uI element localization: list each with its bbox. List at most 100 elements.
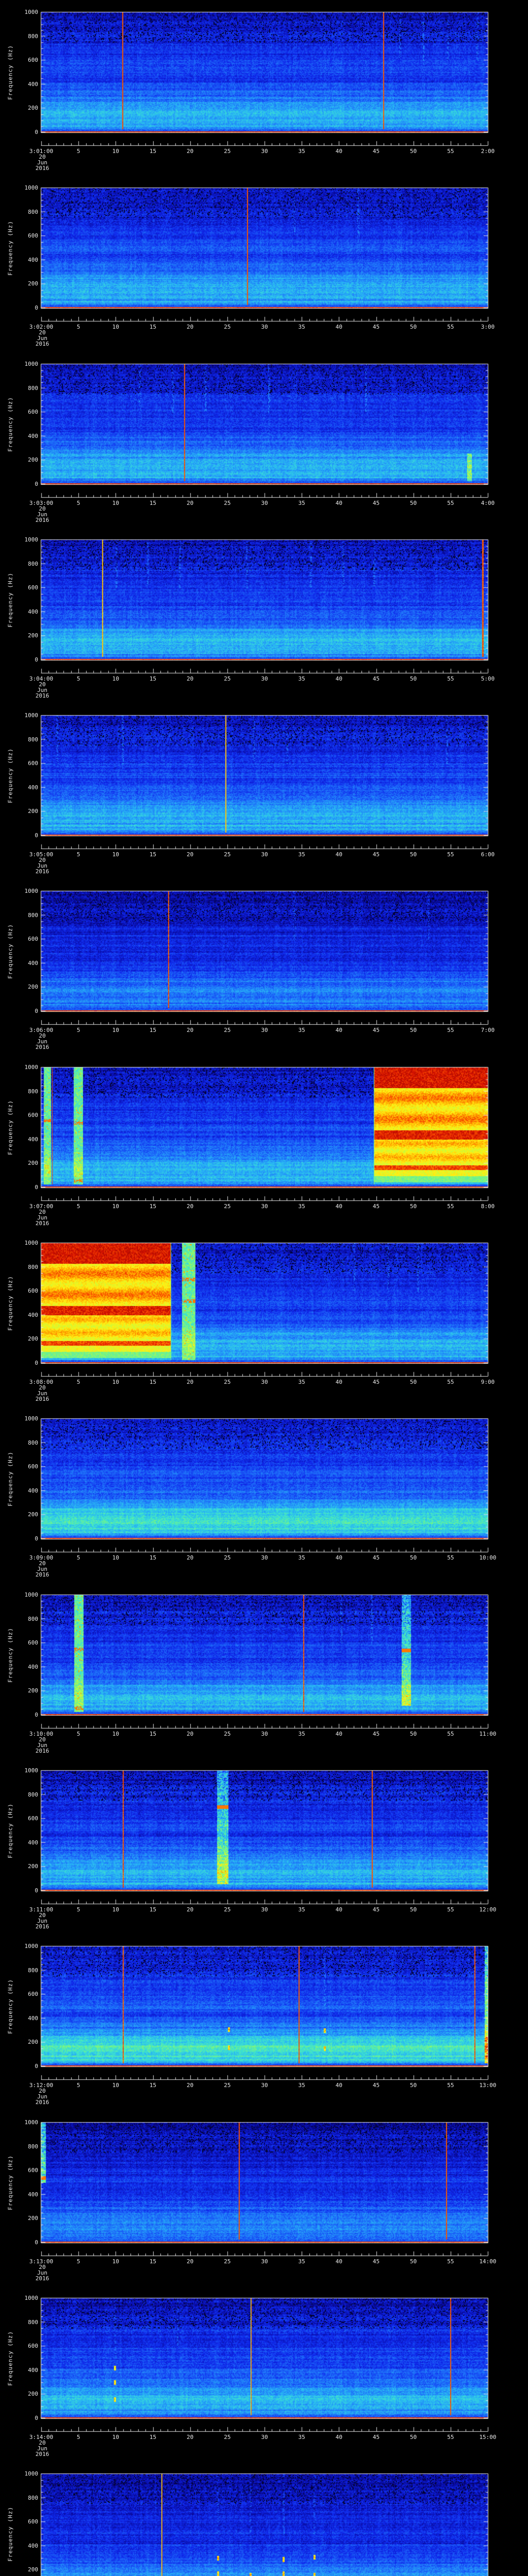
x-tick-label: 40 bbox=[335, 1906, 342, 1913]
y-axis-title: Frequency (Hz) bbox=[7, 923, 14, 979]
x-tick-label: 40 bbox=[335, 1203, 342, 1210]
x-axis-start-time-label: 3:06:00 bbox=[29, 1027, 54, 1033]
x-tick-label: 45 bbox=[372, 675, 380, 682]
y-tick-label: 800 bbox=[28, 2494, 38, 2501]
x-tick-label: 10 bbox=[112, 1731, 119, 1737]
y-tick-label: 600 bbox=[28, 2343, 38, 2350]
x-axis-start-time-label: 3:11:00 bbox=[29, 1906, 54, 1913]
x-tick-label: 30 bbox=[261, 851, 268, 858]
x-tick-label: 10 bbox=[112, 675, 119, 682]
x-tick-label: 15 bbox=[149, 675, 157, 682]
x-tick-label: 50 bbox=[410, 2258, 417, 2265]
x-tick-label: 50 bbox=[410, 1027, 417, 1033]
x-tick-label: 15 bbox=[149, 2434, 157, 2441]
x-tick-label: 10 bbox=[112, 1379, 119, 1385]
y-tick-label: 400 bbox=[28, 2014, 38, 2022]
x-tick-label: 15 bbox=[149, 1731, 157, 1737]
y-tick-label: 1000 bbox=[24, 2470, 39, 2477]
y-tick-label: 0 bbox=[35, 129, 38, 135]
x-tick-label: 55 bbox=[447, 324, 454, 330]
x-tick-label: 45 bbox=[372, 148, 380, 155]
y-tick-label: 1000 bbox=[24, 1064, 39, 1071]
x-axis-date-line: 20 bbox=[39, 505, 46, 512]
x-tick-label: 40 bbox=[335, 1554, 342, 1561]
x-tick-label: 15 bbox=[149, 500, 157, 506]
y-tick-label: 800 bbox=[28, 1439, 38, 1446]
x-tick-label: 15 bbox=[149, 1203, 157, 1210]
y-tick-label: 600 bbox=[28, 1639, 38, 1647]
y-tick-label: 200 bbox=[28, 808, 38, 815]
y-tick-label: 600 bbox=[28, 1815, 38, 1822]
x-axis-end-time-label: 13:00 bbox=[479, 2082, 497, 2089]
x-tick-label: 30 bbox=[261, 1731, 268, 1737]
x-axis-date-line: Jun bbox=[37, 511, 47, 518]
x-tick-label: 10 bbox=[112, 148, 119, 155]
y-tick-label: 1000 bbox=[24, 1943, 39, 1950]
x-tick-label: 25 bbox=[224, 324, 231, 330]
x-axis-end-time-label: 4:00 bbox=[481, 500, 495, 506]
y-tick-label: 400 bbox=[28, 959, 38, 967]
spectrogram-canvas bbox=[0, 1055, 528, 1231]
x-tick-label: 25 bbox=[224, 2082, 231, 2089]
x-tick-label: 55 bbox=[447, 1554, 454, 1561]
x-tick-label: 10 bbox=[112, 1027, 119, 1033]
x-tick-label: 20 bbox=[187, 324, 194, 330]
x-tick-label: 30 bbox=[261, 1027, 268, 1033]
x-tick-label: 5 bbox=[76, 1731, 80, 1737]
y-tick-label: 0 bbox=[35, 2415, 38, 2421]
y-tick-label: 400 bbox=[28, 608, 38, 615]
spectrogram-canvas bbox=[0, 1934, 528, 2110]
y-axis-title: Frequency (Hz) bbox=[7, 748, 14, 803]
x-tick-label: 15 bbox=[149, 2082, 157, 2089]
y-tick-label: 600 bbox=[28, 1463, 38, 1470]
y-tick-label: 400 bbox=[28, 2366, 38, 2374]
y-tick-label: 200 bbox=[28, 984, 38, 991]
x-tick-label: 55 bbox=[447, 1203, 454, 1210]
x-tick-label: 50 bbox=[410, 1554, 417, 1561]
x-axis-date-line: Jun bbox=[37, 335, 47, 342]
x-axis-date-line: Jun bbox=[37, 2269, 47, 2276]
x-tick-label: 50 bbox=[410, 324, 417, 330]
x-tick-label: 40 bbox=[335, 2434, 342, 2441]
y-tick-label: 0 bbox=[35, 1887, 38, 1894]
x-tick-label: 35 bbox=[298, 1554, 305, 1561]
x-tick-label: 35 bbox=[298, 1379, 305, 1385]
x-tick-label: 25 bbox=[224, 2258, 231, 2265]
x-axis-date-line: Jun bbox=[37, 1038, 47, 1045]
y-tick-label: 600 bbox=[28, 584, 38, 591]
x-tick-label: 35 bbox=[298, 2434, 305, 2441]
x-tick-label: 50 bbox=[410, 675, 417, 682]
y-axis-title: Frequency (Hz) bbox=[7, 572, 14, 628]
x-axis-date-line: 2016 bbox=[35, 1923, 50, 1930]
x-axis-date-line: 20 bbox=[39, 2264, 46, 2270]
y-tick-label: 400 bbox=[28, 432, 38, 439]
y-tick-label: 0 bbox=[35, 1711, 38, 1718]
x-tick-label: 25 bbox=[224, 1203, 231, 1210]
spectrogram-canvas bbox=[0, 176, 528, 351]
x-tick-label: 50 bbox=[410, 1731, 417, 1737]
x-tick-label: 35 bbox=[298, 851, 305, 858]
x-tick-label: 30 bbox=[261, 1906, 268, 1913]
x-tick-label: 15 bbox=[149, 1379, 157, 1385]
y-axis-title: Frequency (Hz) bbox=[7, 1275, 14, 1331]
x-tick-label: 25 bbox=[224, 2434, 231, 2441]
x-axis-date-line: Jun bbox=[37, 2093, 47, 2100]
x-axis-date-line: Jun bbox=[37, 1742, 47, 1749]
x-axis-start-time-label: 3:09:00 bbox=[29, 1554, 54, 1561]
x-tick-label: 10 bbox=[112, 1906, 119, 1913]
x-tick-label: 5 bbox=[76, 1554, 80, 1561]
x-tick-label: 45 bbox=[372, 2082, 380, 2089]
spectrogram-canvas bbox=[0, 2286, 528, 2462]
x-tick-label: 40 bbox=[335, 1379, 342, 1385]
x-tick-label: 50 bbox=[410, 1906, 417, 1913]
y-axis-title: Frequency (Hz) bbox=[7, 44, 14, 100]
x-tick-label: 45 bbox=[372, 500, 380, 506]
x-tick-label: 15 bbox=[149, 1906, 157, 1913]
spectrogram-panel-5: 0 200 400 600 800 1000 Frequency (Hz) 3:05:00 20… bbox=[0, 703, 528, 879]
x-tick-label: 20 bbox=[187, 1554, 194, 1561]
x-tick-label: 20 bbox=[187, 500, 194, 506]
x-tick-label: 45 bbox=[372, 2434, 380, 2441]
y-tick-label: 0 bbox=[35, 1535, 38, 1542]
x-tick-label: 50 bbox=[410, 1379, 417, 1385]
